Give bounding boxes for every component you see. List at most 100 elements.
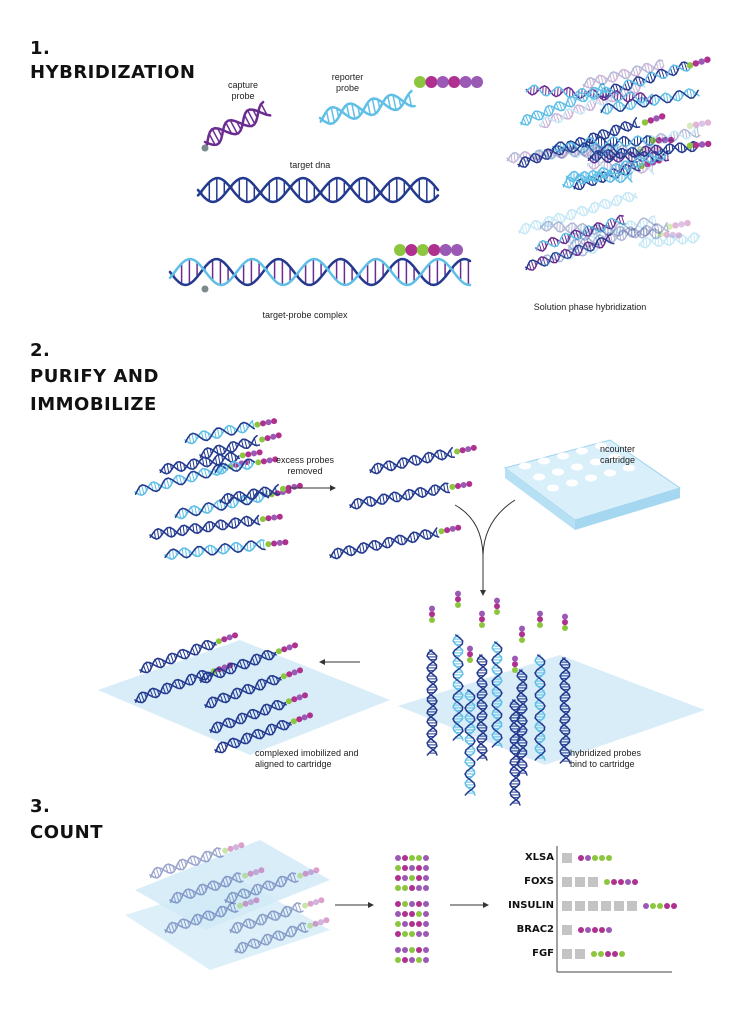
target-dna <box>196 176 440 204</box>
barcode-bead <box>302 902 309 909</box>
base-pair <box>232 691 237 699</box>
base-pair <box>427 452 431 463</box>
bound-probe <box>516 669 528 776</box>
reporter-probe <box>318 89 416 126</box>
base-pair <box>584 228 588 237</box>
input-probe <box>219 482 303 505</box>
base-pair <box>576 181 580 190</box>
base-pair <box>545 149 550 159</box>
base-pair <box>236 542 239 553</box>
base-pair <box>225 876 230 886</box>
target-dna-label: target dna <box>289 160 331 170</box>
base-pair <box>634 195 636 198</box>
base-pair <box>558 213 563 223</box>
base-pair <box>177 679 182 689</box>
barcode-bead <box>395 947 401 953</box>
reporter-barcode <box>414 76 483 88</box>
gene-barcode-bead <box>592 855 598 861</box>
base-pair <box>236 492 239 501</box>
section-2-title-line2: IMMOBILIZE <box>30 394 157 415</box>
base-pair <box>239 713 245 723</box>
base-pair <box>549 149 552 160</box>
barcode-bead <box>271 514 278 521</box>
base-pair <box>208 133 216 146</box>
barcode-bead <box>423 931 429 937</box>
base-pair <box>395 492 398 502</box>
base-pair <box>656 145 659 155</box>
barcode-bead <box>297 872 304 879</box>
barcode-bead <box>286 671 293 678</box>
purified-complex <box>329 524 462 560</box>
base-pair <box>600 84 604 93</box>
barcode-bead <box>659 113 666 120</box>
backbone-strand <box>506 143 616 164</box>
base-pair <box>534 153 539 163</box>
barcode-bead <box>280 485 286 492</box>
barcode-bead <box>449 483 456 490</box>
base-pair <box>639 164 641 173</box>
barcode-bead <box>466 481 473 487</box>
barcode-bead <box>302 870 309 877</box>
cartridge-well <box>557 452 569 460</box>
base-pair <box>191 506 194 515</box>
barcode-bead <box>459 447 466 454</box>
base-pair <box>595 223 599 232</box>
backbone-strand <box>600 89 699 113</box>
base-pair <box>654 237 657 246</box>
barcode-bead <box>655 145 662 152</box>
base-pair <box>194 644 199 654</box>
base-pair <box>684 129 688 140</box>
base-pair <box>658 70 662 78</box>
dna-helix <box>229 902 304 934</box>
base-pair <box>217 847 222 858</box>
base-pair <box>592 230 596 239</box>
base-pair <box>624 230 627 237</box>
base-pair <box>392 94 397 111</box>
barcode-bead <box>416 947 422 953</box>
dna-helix <box>642 126 701 147</box>
base-pair <box>202 915 204 918</box>
dna-helix <box>149 514 261 540</box>
barcode-bead <box>215 638 222 645</box>
base-pair <box>221 520 224 530</box>
backbone-strand <box>589 140 701 160</box>
base-pair <box>557 86 559 97</box>
base-pair <box>181 508 185 518</box>
barcode-bead <box>265 541 272 548</box>
base-pair <box>210 545 213 556</box>
reporter-barcode <box>259 432 282 443</box>
cartridge-well <box>571 463 583 471</box>
base-pair <box>587 241 592 252</box>
base-pair <box>179 461 183 472</box>
backbone-strand <box>215 721 291 753</box>
base-pair <box>203 468 208 479</box>
barcode-bead <box>562 619 568 626</box>
base-pair <box>200 884 205 894</box>
base-pair <box>696 233 698 240</box>
backbone-strand <box>525 237 615 271</box>
base-pair <box>656 223 660 234</box>
base-pair <box>143 665 147 673</box>
counted-complex <box>169 867 265 904</box>
base-pair <box>201 431 204 440</box>
base-pair <box>605 150 608 159</box>
base-pair <box>607 225 610 236</box>
base-pair <box>607 235 612 244</box>
dna-helix <box>219 483 281 505</box>
base-pair <box>548 255 552 262</box>
base-pair <box>594 145 596 153</box>
base-pair <box>598 222 603 233</box>
barcode-bead <box>394 244 406 256</box>
base-pair <box>693 232 696 243</box>
base-pair <box>626 79 631 90</box>
bound-barcode <box>455 590 461 608</box>
backbone-strand <box>565 217 658 243</box>
base-pair <box>519 230 522 233</box>
gene-barcode-bead <box>591 951 597 957</box>
base-pair <box>234 873 238 882</box>
gene-barcode-bead <box>606 927 612 933</box>
backbone-strand <box>219 486 281 505</box>
base-pair <box>569 108 573 115</box>
base-pair <box>567 212 571 220</box>
base-pair <box>630 162 633 173</box>
